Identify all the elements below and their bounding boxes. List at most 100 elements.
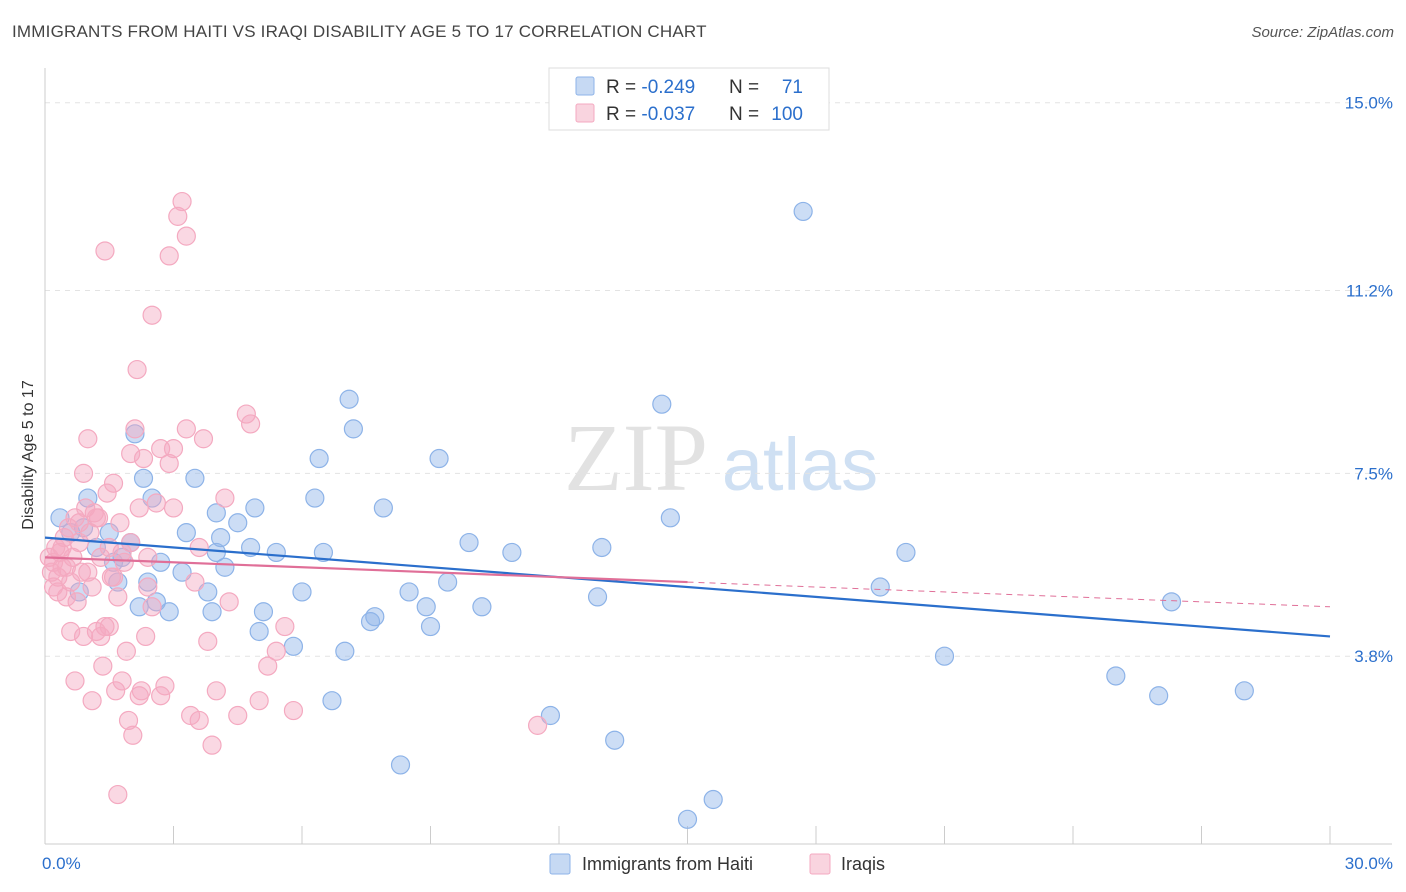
point-0-36 bbox=[343, 419, 363, 439]
point-0-40 bbox=[399, 582, 419, 602]
y-axis-label: Disability Age 5 to 17 bbox=[20, 380, 37, 530]
point-0-47 bbox=[540, 705, 561, 726]
x-tick-label-0: 0.0% bbox=[42, 854, 81, 873]
chart-title: IMMIGRANTS FROM HAITI VS IRAQI DISABILIT… bbox=[12, 22, 707, 41]
point-0-43 bbox=[438, 572, 458, 592]
legend-top-n-label-haiti: N = bbox=[729, 77, 759, 98]
legend-bottom-swatch-haiti bbox=[549, 853, 571, 875]
point-0-52 bbox=[660, 508, 680, 528]
point-1-40 bbox=[125, 419, 145, 439]
point-0-33 bbox=[309, 448, 329, 469]
point-1-72 bbox=[283, 700, 304, 721]
point-1-55 bbox=[176, 419, 196, 439]
legend-top-r-value-haiti: -0.249 bbox=[641, 77, 695, 98]
point-0-25 bbox=[228, 513, 248, 533]
point-0-10 bbox=[125, 424, 145, 444]
point-1-78 bbox=[108, 784, 128, 805]
point-1-15 bbox=[71, 562, 92, 582]
point-1-53 bbox=[168, 206, 188, 226]
legend-top-n-value-haiti: 71 bbox=[782, 77, 803, 98]
point-1-39 bbox=[123, 725, 143, 745]
point-1-30 bbox=[103, 473, 124, 493]
point-0-56 bbox=[896, 542, 916, 563]
point-1-27 bbox=[97, 483, 117, 503]
point-0-32 bbox=[305, 488, 325, 508]
point-1-61 bbox=[202, 735, 222, 755]
point-1-31 bbox=[106, 681, 126, 701]
point-0-54 bbox=[793, 201, 813, 222]
x-tick-labels: 0.0% 30.0% bbox=[42, 854, 1393, 873]
svg-text:R = -0.249: R = -0.249 bbox=[606, 77, 695, 98]
legend-top-r-label-haiti: R = bbox=[606, 77, 641, 98]
point-1-25 bbox=[93, 656, 113, 676]
legend-top-n-label-iraqis: N = bbox=[729, 104, 759, 125]
point-1-60 bbox=[198, 631, 218, 651]
point-1-70 bbox=[266, 641, 286, 661]
point-1-96 bbox=[43, 577, 64, 597]
point-0-34 bbox=[313, 542, 334, 563]
point-0-18 bbox=[176, 523, 196, 543]
point-1-89 bbox=[86, 508, 107, 528]
point-0-67 bbox=[245, 498, 265, 518]
point-1-95 bbox=[151, 686, 171, 706]
x-tick-label-1: 30.0% bbox=[1345, 854, 1393, 873]
point-1-93 bbox=[91, 626, 111, 647]
point-1-45 bbox=[136, 626, 156, 647]
point-1-32 bbox=[108, 587, 128, 607]
y-tick-label-3: 15.0% bbox=[1345, 94, 1393, 113]
series-iraqis-points bbox=[39, 191, 548, 805]
y-tick-labels: 3.8% 7.5% 11.2% 15.0% bbox=[1345, 94, 1393, 666]
legend-top-swatch-iraqis bbox=[575, 103, 595, 123]
point-1-16 bbox=[73, 463, 94, 483]
series-haiti-points bbox=[50, 201, 1254, 829]
point-0-29 bbox=[266, 542, 286, 563]
point-0-27 bbox=[249, 621, 269, 642]
point-0-49 bbox=[592, 537, 612, 558]
point-0-70 bbox=[677, 809, 698, 829]
trend-line-extension-1 bbox=[687, 581, 1331, 608]
point-0-28 bbox=[253, 602, 274, 622]
point-1-44 bbox=[133, 448, 154, 469]
point-0-66 bbox=[202, 602, 222, 622]
point-0-39 bbox=[373, 498, 393, 518]
point-0-55 bbox=[870, 577, 890, 597]
point-1-42 bbox=[129, 498, 149, 518]
point-0-12 bbox=[133, 468, 154, 488]
point-1-75 bbox=[142, 305, 162, 325]
point-1-50 bbox=[155, 676, 175, 696]
point-1-79 bbox=[65, 671, 85, 691]
legend-bottom-label-iraqis: Iraqis bbox=[841, 854, 885, 874]
point-0-16 bbox=[159, 602, 179, 622]
point-0-44 bbox=[459, 532, 479, 553]
point-1-94 bbox=[189, 710, 209, 731]
point-1-65 bbox=[228, 705, 248, 726]
point-0-20 bbox=[198, 582, 218, 602]
svg-text:R = -0.037: R = -0.037 bbox=[606, 104, 695, 125]
y-tick-label-1: 7.5% bbox=[1354, 464, 1393, 483]
legend-bottom-label-haiti: Immigrants from Haiti bbox=[582, 854, 753, 874]
point-1-13 bbox=[67, 592, 87, 612]
point-0-50 bbox=[605, 730, 625, 750]
point-1-92 bbox=[69, 513, 89, 533]
legend-top-box bbox=[548, 67, 830, 131]
point-0-51 bbox=[652, 394, 672, 414]
legend-top-r-label-iraqis: R = bbox=[606, 104, 641, 125]
point-1-97 bbox=[103, 567, 124, 587]
point-0-22 bbox=[206, 503, 226, 523]
point-1-84 bbox=[52, 537, 72, 558]
point-1-37 bbox=[118, 710, 139, 731]
axes bbox=[44, 68, 1392, 845]
point-0-46 bbox=[502, 542, 522, 563]
point-1-33 bbox=[110, 513, 130, 533]
point-1-74 bbox=[159, 246, 179, 266]
point-0-30 bbox=[292, 582, 312, 602]
point-0-48 bbox=[587, 587, 608, 607]
point-1-41 bbox=[127, 359, 147, 380]
point-1-62 bbox=[206, 681, 226, 701]
point-0-41 bbox=[416, 597, 436, 617]
point-1-52 bbox=[163, 439, 184, 459]
trend-line-1 bbox=[44, 556, 688, 584]
point-0-59 bbox=[1149, 686, 1169, 706]
point-1-36 bbox=[116, 641, 136, 661]
legend-top-swatch-haiti bbox=[575, 76, 595, 96]
